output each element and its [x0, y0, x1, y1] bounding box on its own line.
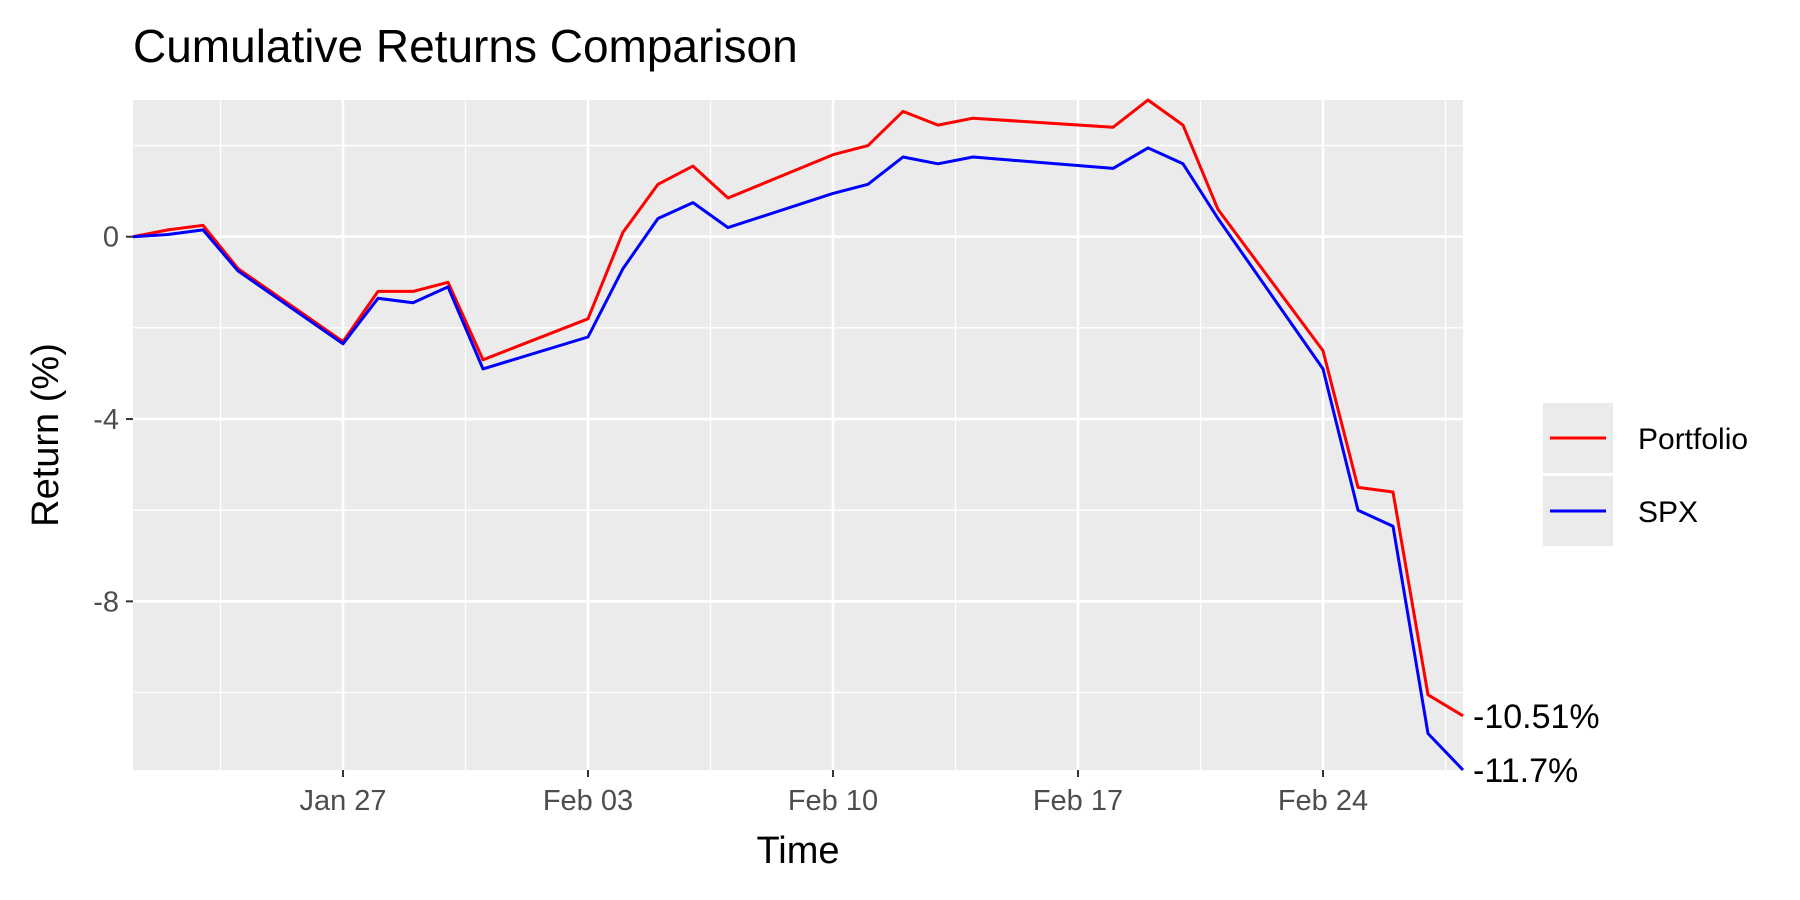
y-tick-label: -8 [93, 586, 119, 618]
x-tick-labels: Jan 27 Feb 03 Feb 10 Feb 17 Feb 24 [299, 770, 1368, 817]
grid-lines [133, 100, 1463, 770]
x-tick-label: Jan 27 [299, 785, 386, 817]
legend-label-spx: SPX [1638, 496, 1698, 529]
series-line-portfolio [132, 98, 1464, 718]
y-tick-labels: 0 -4 -8 [93, 222, 133, 618]
legend: Portfolio SPX [1543, 403, 1748, 546]
y-tick-label: -4 [93, 404, 119, 436]
x-tick-label: Feb 17 [1033, 785, 1123, 817]
x-axis-title: Time [756, 830, 839, 872]
chart-title: Cumulative Returns Comparison [133, 20, 798, 72]
y-tick-label: 0 [103, 222, 119, 254]
x-tick-label: Feb 10 [788, 785, 878, 817]
end-label-spx: -11.7% [1473, 752, 1578, 790]
end-label-portfolio: -10.51% [1473, 698, 1600, 736]
series-line-spx [132, 146, 1465, 772]
legend-label-portfolio: Portfolio [1638, 423, 1748, 456]
end-labels: -10.51% -11.7% [1473, 698, 1600, 790]
series-lines [132, 98, 1465, 772]
x-tick-label: Feb 03 [543, 785, 633, 817]
y-axis-title: Return (%) [25, 343, 67, 527]
plot-panel [133, 100, 1463, 770]
x-tick-label: Feb 24 [1278, 785, 1368, 817]
